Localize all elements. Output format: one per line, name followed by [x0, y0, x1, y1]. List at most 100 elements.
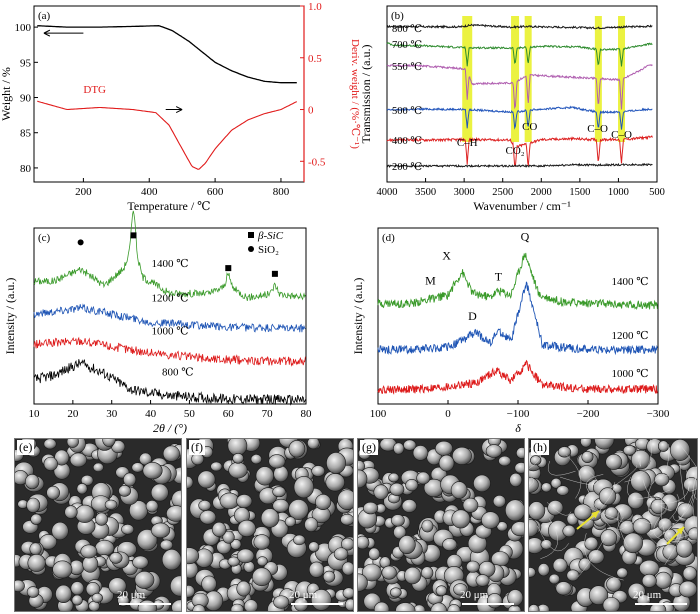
- xrd-series: [33, 336, 306, 367]
- y-axis-label: Weight / %: [0, 67, 13, 121]
- x-axis-label: 2θ / (°): [153, 421, 187, 435]
- series-label: 1200 ℃: [611, 330, 648, 342]
- x-tick-label: 1000: [608, 187, 629, 198]
- sem-texture: [15, 439, 181, 611]
- scale-bar: [462, 603, 514, 605]
- ftir-series: [386, 162, 653, 169]
- series-label: 1400 ℃: [151, 258, 188, 270]
- y-axis-label: Intensity / (a.u.): [3, 278, 17, 355]
- sem-image-f: (f) 20 μm: [186, 438, 354, 612]
- x-tick-label: 40: [145, 408, 157, 420]
- y-right-tick-label: 0.5: [308, 53, 322, 65]
- x-tick-label: 3000: [454, 187, 475, 198]
- y-axis-label: Intensity / (a.u.): [351, 278, 365, 355]
- sio2-marker: [77, 239, 84, 246]
- y-tick-label: 95: [20, 57, 32, 69]
- band-label: CO: [522, 121, 537, 133]
- band-label: C–O: [587, 123, 608, 135]
- x-tick-label: 500: [649, 187, 665, 198]
- nmr-series: [377, 359, 658, 395]
- xrd-series: [33, 303, 306, 333]
- series-label: 800 ℃: [162, 366, 194, 378]
- x-axis-label: Wavenumber / cm⁻¹: [473, 199, 571, 213]
- x-tick-label: −300: [647, 408, 670, 420]
- peak-label: D: [468, 309, 477, 323]
- weight-curve: [37, 25, 297, 84]
- x-tick-label: 200: [75, 186, 92, 198]
- series-label: 800 ℃: [392, 24, 422, 35]
- x-tick-label: 4000: [377, 187, 398, 198]
- panel-label: (c): [38, 232, 51, 244]
- scale-bar: [119, 603, 171, 605]
- legend-sic-marker: [248, 232, 254, 238]
- x-tick-label: 20: [67, 408, 79, 420]
- x-tick-label: 70: [262, 408, 274, 420]
- sem-image-h: (h) 20 μm: [528, 438, 698, 612]
- y-axis-label: Transmission / (a.u.): [359, 45, 373, 144]
- sic-marker: [225, 265, 232, 272]
- panel-label: (f): [189, 440, 205, 455]
- band-highlight: [462, 16, 473, 142]
- series-label: 1000 ℃: [151, 325, 188, 337]
- x-tick-label: 600: [207, 186, 224, 198]
- series-label: 1400 ℃: [611, 276, 648, 288]
- series-label: 500 ℃: [392, 106, 422, 117]
- panel-b-frame: [386, 5, 658, 183]
- x-tick-label: 1500: [569, 187, 590, 198]
- panel-label: (g): [360, 440, 378, 455]
- scale-label: 20 μm: [460, 589, 489, 601]
- scale-bar: [291, 603, 343, 605]
- ftir-series: [386, 23, 653, 30]
- arrow-right-icon: [165, 106, 183, 113]
- panel-label: (d): [382, 232, 395, 244]
- x-axis-label: Temperature / ℃: [127, 199, 210, 213]
- x-tick-label: 0: [445, 408, 451, 420]
- band-highlight: [524, 16, 532, 142]
- band-label: CO₂: [505, 145, 524, 157]
- x-tick-label: 3500: [415, 187, 436, 198]
- peak-label: T: [495, 269, 503, 283]
- series-label: 550 ℃: [392, 62, 422, 73]
- ftir-series: [386, 42, 653, 67]
- y-tick-label: 80: [20, 163, 32, 175]
- xrd-series: [33, 210, 306, 301]
- xrd-series: [33, 359, 306, 406]
- series-label: 700 ℃: [392, 40, 422, 51]
- sem-texture: [358, 439, 524, 611]
- x-axis-label: δ: [515, 421, 521, 435]
- nmr-series: [377, 281, 658, 356]
- scale-label: 20 μm: [289, 589, 318, 601]
- y-tick-label: 90: [20, 93, 32, 105]
- x-tick-label: 2000: [531, 187, 552, 198]
- series-label: 400 ℃: [392, 136, 422, 147]
- band-highlight: [511, 16, 520, 142]
- nmr-series: [377, 252, 658, 311]
- sem-texture: [187, 439, 353, 611]
- sic-marker: [271, 270, 278, 277]
- ftir-series: [386, 135, 653, 167]
- ftir-series: [386, 105, 653, 130]
- dtg-label: DTG: [83, 84, 106, 96]
- x-tick-label: 60: [223, 408, 235, 420]
- band-label: C–H: [457, 137, 478, 149]
- sic-marker: [130, 232, 137, 239]
- x-tick-label: 80: [301, 408, 313, 420]
- x-tick-label: 10: [29, 408, 41, 420]
- legend-label: SiO₂: [258, 244, 279, 256]
- sem-image-g: (g) 20 μm: [357, 438, 525, 612]
- legend-label: β-SiC: [257, 230, 284, 242]
- x-tick-label: 100: [370, 408, 387, 420]
- x-tick-label: 400: [141, 186, 158, 198]
- y-right-tick-label: 0: [308, 105, 314, 117]
- band-label: C–O: [611, 129, 632, 141]
- arrow-left-icon: [43, 29, 84, 37]
- series-label: 1200 ℃: [151, 293, 188, 305]
- panel-label: (a): [38, 10, 51, 22]
- x-tick-label: −200: [577, 408, 600, 420]
- scale-bar: [635, 603, 687, 605]
- panel-label: (e): [17, 440, 35, 455]
- series-label: 200 ℃: [392, 162, 422, 173]
- x-tick-label: 2500: [492, 187, 513, 198]
- panel-c-frame: [33, 227, 307, 405]
- panel-a-frame: [33, 5, 305, 183]
